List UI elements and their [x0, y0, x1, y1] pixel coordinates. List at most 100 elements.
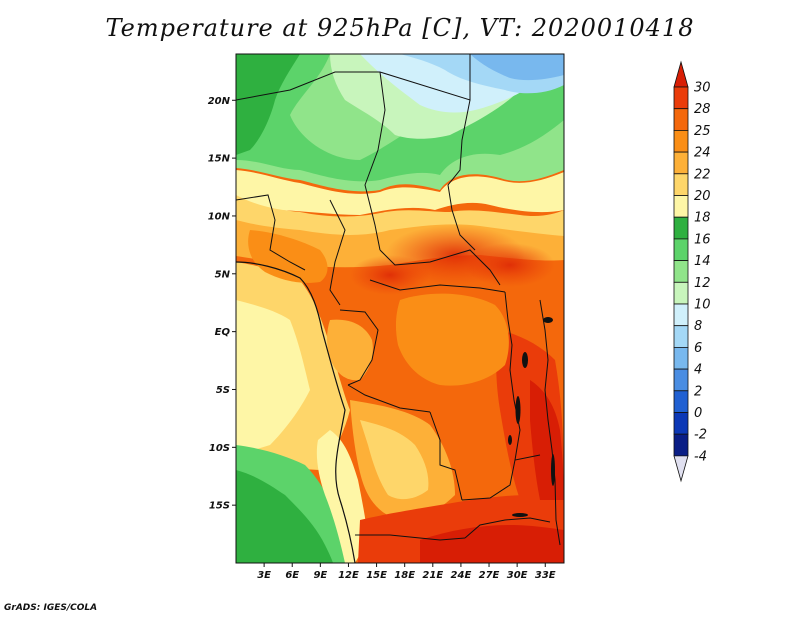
colorbar-swatch: [673, 216, 689, 240]
lake-malawi: [551, 454, 555, 486]
lon-tick-label: 9E: [313, 570, 327, 581]
colorbar-label: 8: [694, 319, 702, 334]
border-car: [379, 249, 501, 286]
field-hot-core-south-sudan: [465, 243, 555, 287]
colorbar-label: 16: [694, 232, 711, 247]
lat-tick-label: 20N: [208, 96, 231, 107]
colorbar-swatch: [673, 281, 689, 305]
lon-tick-label: 18E: [394, 570, 415, 581]
lon-axis: 3E 6E 9E 12E 15E 18E 21E 24E 27E 30E 33E: [257, 563, 556, 581]
field-north-darkgreen: [236, 54, 300, 155]
border-angola-south: [355, 534, 466, 541]
colorbar-label: 12: [694, 276, 711, 291]
lat-tick-label: 5S: [216, 385, 230, 396]
border-chad-sudan: [447, 99, 476, 251]
colorbar-swatch: [673, 195, 689, 218]
country-borders: [236, 54, 561, 563]
colorbar-label: 4: [694, 363, 702, 378]
border-nigeria-cameroon: [329, 199, 346, 306]
field-south-atlantic-darkgreen: [236, 470, 333, 563]
field-hot-core-cameroon: [350, 255, 430, 295]
field-east-hottest: [530, 380, 564, 500]
border-angola-east: [429, 411, 463, 501]
lon-tick-label: 21E: [422, 570, 443, 581]
lat-tick-label: EQ: [215, 327, 231, 338]
colorbar-swatch: [673, 368, 689, 392]
lon-tick-label: 15E: [366, 570, 387, 581]
colorbar-swatch: [673, 260, 689, 283]
border-zambia: [461, 454, 541, 501]
lon-tick-label: 27E: [479, 570, 500, 581]
colorbar-swatch: [673, 303, 689, 327]
colorbar-label: 24: [694, 146, 711, 161]
map-frame: [235, 53, 565, 564]
lon-tick-label: 3E: [257, 570, 271, 581]
colorbar-label: 14: [694, 254, 711, 269]
lat-tick-label: 10S: [209, 443, 230, 454]
lake-tanganyika: [515, 396, 521, 424]
border-central-africa-south: [369, 279, 506, 293]
coastline-west: [236, 261, 356, 563]
lon-tick-label: 24E: [451, 570, 472, 581]
field-north-deeper-blue: [470, 54, 564, 81]
colorbar-swatch: [673, 346, 689, 370]
field-sahel-yellow: [236, 170, 564, 215]
field-gabon-patch: [327, 319, 373, 381]
lakes: [508, 317, 555, 517]
colorbar-label: -2: [694, 428, 707, 443]
colorbar-swatch: [673, 151, 689, 175]
border-east-lakes: [539, 299, 561, 546]
field-angola-plateau-yellow: [360, 420, 429, 500]
border-angola-north: [347, 384, 431, 413]
colorbar-label: 10: [694, 298, 711, 313]
colorbar-swatch: [673, 108, 689, 131]
lon-tick-label: 6E: [285, 570, 299, 581]
colorbar-swatch: [673, 86, 689, 110]
colorbar-label: 28: [694, 102, 711, 117]
colorbar-label: 0: [694, 406, 702, 421]
field-congo-basin: [395, 293, 509, 386]
colorbar-label: 2: [694, 384, 702, 399]
colorbar-swatch: [673, 325, 689, 348]
colorbar-max-triangle: [673, 60, 689, 88]
lat-tick-label: 5N: [215, 269, 231, 280]
colorbar-label: 6: [694, 341, 702, 356]
field-nigeria-orange-light: [248, 230, 328, 283]
colorbar-swatch: [673, 390, 689, 413]
field-southern-hottest: [420, 525, 564, 563]
lat-tick-label: 10N: [208, 211, 231, 222]
border-congo-drc: [339, 309, 379, 386]
lat-axis: 20N 15N 10N 5N EQ 5S 10S 15S: [208, 96, 236, 512]
grads-credit: GrADS: IGES/COLA: [4, 603, 98, 613]
temperature-field: [236, 54, 564, 563]
lon-tick-label: 33E: [535, 570, 556, 581]
border-north: [236, 54, 471, 101]
border-south: [464, 517, 551, 539]
lat-tick-label: 15N: [208, 154, 231, 165]
border-west-africa: [236, 194, 306, 271]
map-title: Temperature at 925hPa [C], VT: 202001041…: [105, 14, 695, 42]
colorbar-swatch: [673, 129, 689, 153]
colorbar-swatch: [673, 173, 689, 196]
colorbar-label: 30: [694, 81, 711, 96]
colorbar-swatch: [673, 238, 689, 261]
colorbar-label: 25: [694, 124, 711, 139]
colorbar-label: -4: [694, 449, 707, 464]
lake-kariba: [512, 513, 528, 517]
border-niger-chad: [364, 71, 386, 251]
lat-tick-label: 15S: [209, 501, 230, 512]
colorbar-label: 22: [694, 167, 711, 182]
colorbar-swatch: [673, 412, 689, 435]
lake-victoria-region: [522, 352, 528, 368]
colorbar-label: 20: [694, 189, 711, 204]
lake-mweru: [508, 435, 512, 445]
colorbar-min-triangle: [673, 455, 689, 483]
border-drc-east: [504, 291, 521, 461]
colorbar-swatch: [673, 433, 689, 457]
lake-turkana: [543, 317, 553, 323]
lon-tick-label: 12E: [338, 570, 359, 581]
field-angola-coast-yellow: [316, 430, 368, 563]
colorbar-label: 18: [694, 211, 711, 226]
